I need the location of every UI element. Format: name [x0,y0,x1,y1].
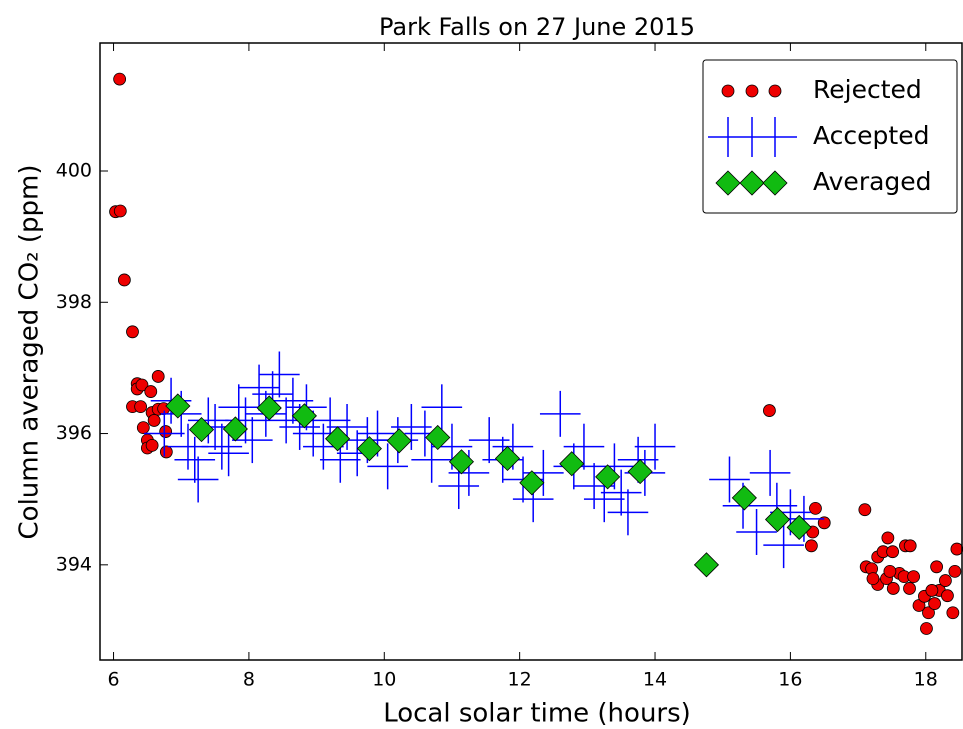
rejected-point [135,378,149,392]
averaged-point [291,403,317,429]
legend-marker [721,84,735,98]
rejected-point [159,425,173,438]
x-tick-label: 8 [243,669,255,691]
rejected-point [151,370,165,383]
rejected-point [886,545,900,559]
rejected-point [920,622,933,635]
rejected-point [939,574,952,587]
averaged-point [595,464,621,490]
legend-label: Accepted [813,121,929,150]
rejected-point [113,72,127,86]
legend-marker [768,84,782,98]
legend-marker [762,170,788,196]
rejected-point [883,564,897,578]
plot-area [109,72,963,635]
rejected-point [817,516,831,530]
averaged-point [386,428,412,454]
x-tick-label: 16 [778,669,802,691]
averaged-point [786,514,812,540]
rejected-point [136,421,150,435]
rejected-point [126,325,139,339]
rejected-point [113,204,127,218]
y-tick-label: 396 [56,422,92,444]
rejected-point [925,584,939,597]
y-axis-label: Column averaged CO₂ (ppm) [15,165,45,540]
x-axis-label: Local solar time (hours) [383,699,691,729]
rejected-point [950,542,963,556]
averaged-point [559,451,585,477]
rejected-point [930,560,944,574]
rejected-point [763,404,776,417]
averaged-point [256,395,282,421]
x-tick-label: 18 [914,669,938,691]
legend-label: Averaged [813,167,932,196]
legend-marker [715,170,741,196]
averaged-point [188,417,215,443]
averaged-point [731,485,757,511]
legend-label: Rejected [813,75,922,104]
rejected-point [145,438,159,452]
averaged-point [627,459,653,485]
y-tick-label: 394 [56,553,92,575]
averaged-point [325,426,351,452]
chart-title: Park Falls on 27 June 2015 [379,13,695,41]
axes-frame [99,42,963,661]
averaged-point [425,424,451,451]
rejected-point [134,400,148,414]
rejected-point [903,539,917,553]
averaged-point [519,470,545,496]
legend-marker [745,84,759,98]
averaged-point [448,449,475,475]
averaged-point [494,445,521,472]
legend-marker [739,170,765,196]
rejected-point [881,531,895,545]
y-tick-label: 400 [56,159,92,181]
rejected-point [948,564,962,578]
averaged-point [693,552,720,578]
rejected-point [928,597,941,610]
averaged-point [165,393,191,419]
rejected-point [159,445,173,459]
rejected-point [941,589,954,603]
legend-box [702,59,958,214]
rejected-point [907,570,920,584]
rejected-point [809,501,822,515]
rejected-point [886,582,900,595]
rejected-point [117,273,131,287]
averaged-point [764,506,791,533]
x-tick-label: 12 [508,669,532,691]
rejected-point [804,539,818,553]
rejected-point [144,385,158,398]
rejected-point [147,414,161,427]
x-tick-label: 14 [643,669,667,691]
rejected-point [922,606,935,620]
averaged-point [222,416,248,442]
rejected-point [866,572,880,586]
averaged-point [356,436,382,462]
x-tick-label: 10 [372,669,396,691]
x-tick-label: 6 [107,669,119,691]
y-tick-label: 398 [56,291,92,313]
rejected-point [903,582,916,595]
rejected-point [858,503,872,517]
rejected-point [946,606,960,620]
